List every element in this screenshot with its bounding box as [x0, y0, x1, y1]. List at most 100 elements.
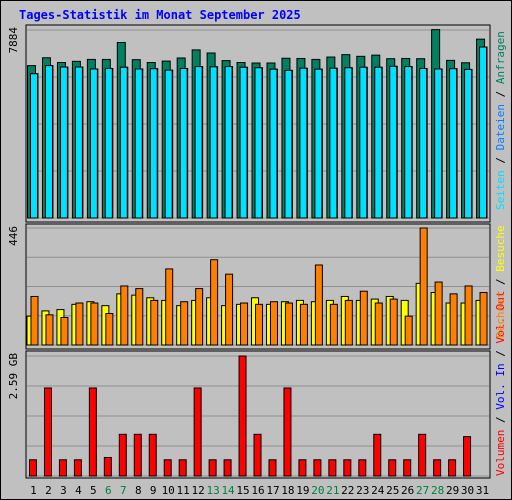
legend-visits: Rechner / Besuche: [494, 225, 507, 338]
bar-Volumen: [358, 459, 367, 477]
panel-volume-scale-label: 2.59 GB: [7, 353, 20, 400]
legend-rechner: Rechner: [494, 291, 507, 338]
bar-Rechner: [180, 301, 189, 346]
bar-Seiten: [449, 68, 458, 219]
bar-Rechner: [359, 290, 368, 346]
bar-Rechner: [449, 293, 458, 346]
bar-Rechner: [150, 299, 159, 346]
x-tick-label: 14: [221, 484, 235, 497]
bar-Rechner: [344, 299, 353, 346]
x-tick-label: 19: [296, 484, 309, 497]
x-tick-label: 11: [177, 484, 190, 497]
bar-Rechner: [299, 303, 308, 346]
bar-Seiten: [479, 46, 488, 219]
bar-Volumen: [448, 459, 457, 477]
bar-Volumen: [298, 459, 307, 477]
x-tick-label: 28: [431, 484, 444, 497]
x-tick-label: 16: [251, 484, 264, 497]
bar-Seiten: [89, 68, 98, 219]
bar-Volumen: [148, 433, 157, 477]
legend-volumen: Volumen: [494, 430, 507, 476]
bar-Volumen: [268, 459, 277, 477]
bar-Volumen: [343, 459, 352, 477]
bar-Rechner: [75, 302, 84, 346]
x-tick-label: 13: [206, 484, 219, 497]
bar-Volumen: [223, 459, 232, 477]
legend-besuche: Besuche: [494, 225, 507, 271]
x-tick-label: 15: [236, 484, 249, 497]
panel-requests: 7884: [7, 24, 491, 223]
bar-Seiten: [359, 66, 368, 219]
bar-Seiten: [239, 66, 248, 219]
bar-Rechner: [374, 302, 383, 346]
bar-Volumen: [88, 387, 97, 477]
x-tick-label: 10: [162, 484, 175, 497]
x-tick-label: 1: [30, 484, 37, 497]
x-tick-label: 20: [311, 484, 324, 497]
x-tick-label: 6: [105, 484, 112, 497]
legend-separator: /: [494, 344, 507, 364]
bar-Seiten: [134, 68, 143, 219]
panel-requests-scale-label: 7884: [7, 27, 20, 54]
bar-Rechner: [45, 314, 54, 346]
bar-Rechner: [90, 302, 99, 346]
bar-Rechner: [195, 288, 204, 346]
bar-Seiten: [329, 67, 338, 219]
panel-volume: 2.59 GB: [7, 350, 491, 479]
bar-Volumen: [58, 459, 67, 477]
legend-dateien: Dateien: [494, 104, 507, 150]
legend-separator: /: [494, 410, 507, 430]
legend-separator: /: [494, 272, 507, 292]
bar-Rechner: [329, 303, 338, 346]
bar-Seiten: [30, 73, 38, 219]
bar-Seiten: [269, 68, 278, 219]
x-tick-label: 22: [341, 484, 354, 497]
bar-Rechner: [135, 288, 144, 346]
bar-Rechner: [120, 285, 129, 346]
bar-Volumen: [388, 459, 397, 477]
bar-Volumen: [373, 433, 382, 477]
x-tick-label: 31: [476, 484, 489, 497]
bar-Seiten: [344, 67, 353, 219]
x-tick-label: 29: [446, 484, 459, 497]
legend-requests: Seiten / Dateien / Anfragen: [494, 31, 507, 210]
bar-Volumen: [178, 459, 187, 477]
x-tick-label: 26: [401, 484, 414, 497]
legend-anfragen: Anfragen: [494, 31, 507, 84]
legend-seiten: Seiten: [494, 170, 507, 210]
panel-visits-scale-label: 446: [7, 226, 20, 246]
bar-Volumen: [313, 459, 322, 477]
x-tick-label: 3: [60, 484, 67, 497]
bar-Seiten: [434, 68, 443, 219]
bar-Rechner: [389, 298, 398, 346]
bar-Rechner: [434, 281, 443, 346]
bar-Volumen: [43, 387, 52, 477]
legend-separator: /: [494, 84, 507, 104]
x-tick-label: 30: [461, 484, 474, 497]
x-tick-label: 7: [120, 484, 127, 497]
bar-Rechner: [165, 268, 174, 346]
bar-Volumen: [328, 459, 337, 477]
bar-Seiten: [374, 66, 383, 219]
bar-Volumen: [29, 459, 37, 477]
bar-Rechner: [479, 292, 488, 346]
bar-Volumen: [193, 387, 202, 477]
x-tick-label: 8: [135, 484, 142, 497]
bar-Volumen: [418, 433, 427, 477]
legend-separator: /: [494, 150, 507, 170]
bar-Rechner: [314, 264, 323, 346]
x-tick-label: 23: [356, 484, 369, 497]
bar-Volumen: [103, 456, 112, 477]
bar-Rechner: [255, 303, 264, 346]
bar-Seiten: [299, 67, 308, 219]
bar-Volumen: [253, 433, 262, 477]
bar-Rechner: [60, 316, 69, 346]
x-tick-label: 5: [90, 484, 97, 497]
bar-Rechner: [210, 259, 219, 346]
bar-Seiten: [74, 66, 83, 219]
bar-Volumen: [238, 355, 247, 477]
bar-Rechner: [240, 302, 249, 346]
x-tick-label: 2: [45, 484, 52, 497]
